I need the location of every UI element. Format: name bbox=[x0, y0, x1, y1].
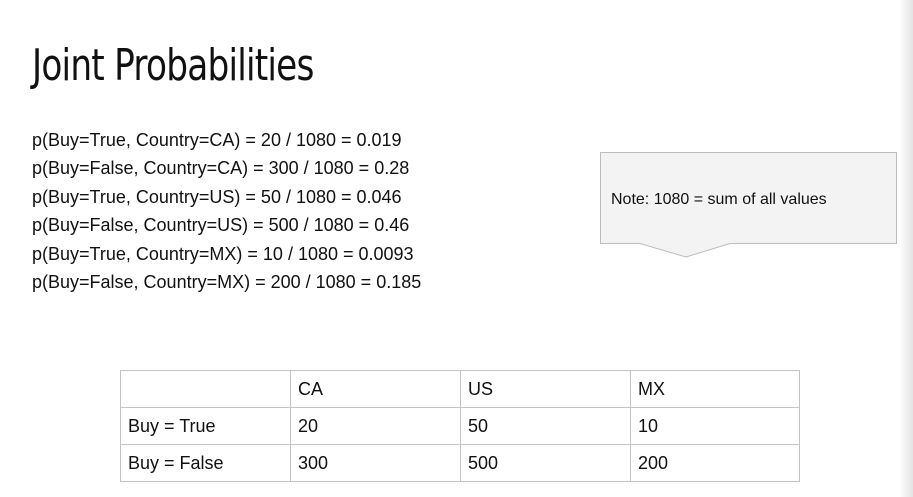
probability-list: p(Buy=True, Country=CA) = 20 / 1080 = 0.… bbox=[32, 126, 421, 296]
probability-line: p(Buy=True, Country=CA) = 20 / 1080 = 0.… bbox=[32, 130, 402, 150]
table-header-row: CA US MX bbox=[120, 370, 800, 408]
table-header-cell: MX bbox=[630, 370, 800, 408]
table-cell: 500 bbox=[460, 444, 631, 482]
table-row: Buy = True 20 50 10 bbox=[120, 407, 800, 445]
table-row-label: Buy = True bbox=[120, 407, 291, 445]
slide-edge-shadow bbox=[899, 0, 913, 497]
probability-line: p(Buy=True, Country=US) = 50 / 1080 = 0.… bbox=[32, 186, 402, 207]
note-text: Note: 1080 = sum of all values bbox=[611, 191, 827, 208]
table-cell: 10 bbox=[630, 407, 800, 445]
table-header-cell: CA bbox=[290, 370, 461, 408]
probability-line: p(Buy=False, Country=US) = 500 / 1080 = … bbox=[32, 215, 410, 236]
note-callout: Note: 1080 = sum of all values bbox=[600, 152, 897, 244]
table-cell: 20 bbox=[290, 407, 461, 445]
probability-line: p(Buy=False, Country=MX) = 200 / 1080 = … bbox=[32, 272, 422, 293]
probability-line: p(Buy=True, Country=MX) = 10 / 1080 = 0.… bbox=[32, 243, 414, 264]
callout-pointer-icon bbox=[639, 243, 731, 258]
table-header-cell: US bbox=[460, 370, 631, 408]
table-row-label: Buy = False bbox=[120, 444, 291, 482]
table-cell: 200 bbox=[630, 444, 800, 482]
slide-title: Joint Probabilities bbox=[32, 40, 314, 91]
table-cell: 50 bbox=[460, 407, 631, 445]
probability-line: p(Buy=False, Country=CA) = 300 / 1080 = … bbox=[32, 158, 410, 179]
counts-table: CA US MX Buy = True 20 50 10 Buy = False… bbox=[120, 370, 800, 482]
table-header-cell bbox=[120, 370, 291, 408]
table-cell: 300 bbox=[290, 444, 461, 482]
table-row: Buy = False 300 500 200 bbox=[120, 444, 800, 482]
